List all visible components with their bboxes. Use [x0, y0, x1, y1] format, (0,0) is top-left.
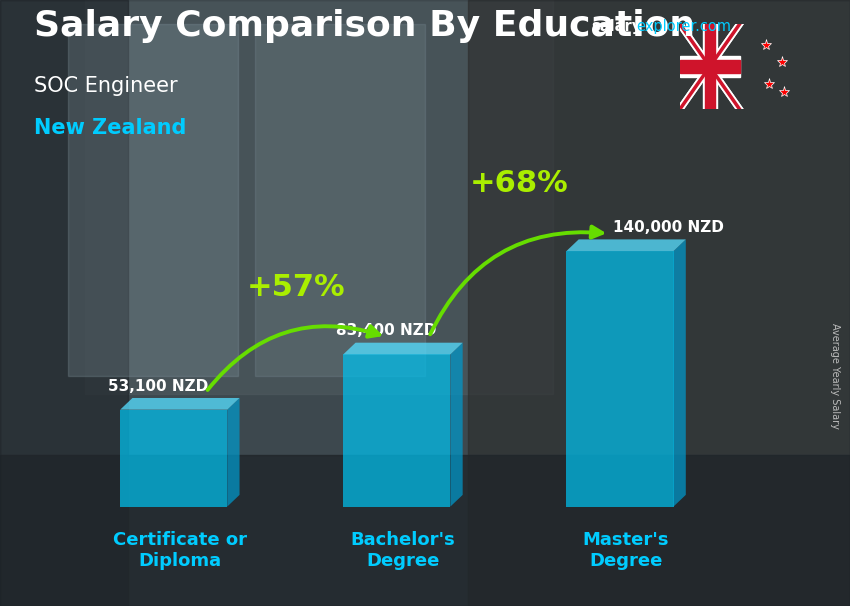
Polygon shape	[450, 342, 462, 507]
Text: Certificate or
Diploma: Certificate or Diploma	[113, 531, 246, 570]
Bar	[0, 454, 850, 606]
Polygon shape	[673, 239, 686, 507]
Polygon shape	[120, 398, 240, 410]
Bar	[680, 56, 740, 77]
Bar	[705, 24, 715, 109]
Text: 83,400 NZD: 83,400 NZD	[336, 324, 436, 338]
Text: SOC Engineer: SOC Engineer	[34, 76, 178, 96]
Text: New Zealand: New Zealand	[34, 118, 186, 138]
Bar	[703, 24, 717, 109]
Bar	[85, 0, 552, 394]
Polygon shape	[343, 342, 462, 355]
Text: salary: salary	[591, 19, 641, 35]
Text: 140,000 NZD: 140,000 NZD	[613, 220, 723, 235]
Bar	[0, 0, 128, 606]
Text: +57%: +57%	[246, 273, 345, 302]
Text: Master's
Degree: Master's Degree	[583, 531, 669, 570]
Text: +68%: +68%	[470, 170, 569, 198]
Text: explorer.com: explorer.com	[636, 19, 731, 35]
Text: Bachelor's
Degree: Bachelor's Degree	[350, 531, 456, 570]
Bar	[68, 24, 238, 376]
Polygon shape	[227, 398, 240, 507]
Bar	[255, 24, 425, 376]
Polygon shape	[120, 410, 227, 507]
Text: Salary Comparison By Education: Salary Comparison By Education	[34, 9, 695, 43]
Bar	[468, 0, 850, 606]
Polygon shape	[566, 239, 686, 251]
Bar	[680, 60, 740, 73]
Text: Average Yearly Salary: Average Yearly Salary	[830, 323, 840, 428]
Polygon shape	[566, 251, 673, 507]
Text: 53,100 NZD: 53,100 NZD	[108, 379, 207, 394]
Polygon shape	[343, 355, 450, 507]
